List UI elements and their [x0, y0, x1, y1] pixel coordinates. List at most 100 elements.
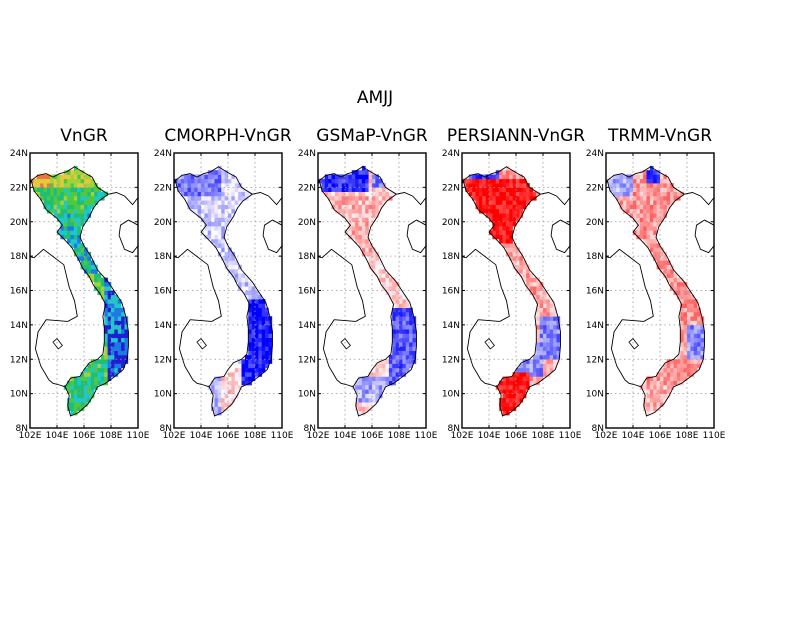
field-cell	[201, 191, 205, 197]
field-cell	[549, 299, 554, 304]
field-cell	[543, 299, 547, 304]
field-cell	[516, 178, 520, 184]
field-cell	[683, 303, 688, 308]
field-cell	[268, 350, 273, 356]
y-tick-label: 14N	[154, 321, 172, 331]
field-cell	[53, 178, 58, 184]
field-cell	[63, 200, 68, 205]
field-cell	[228, 264, 232, 270]
field-cell	[646, 389, 651, 394]
field-cell	[238, 281, 242, 287]
field-cell	[646, 178, 651, 184]
field-cell	[509, 174, 513, 180]
field-cell	[482, 195, 486, 201]
field-cell	[553, 311, 557, 317]
field-cell	[84, 380, 88, 386]
field-cell	[505, 234, 510, 240]
field-cell	[512, 397, 517, 403]
field-cell	[502, 230, 507, 235]
field-cell	[67, 213, 71, 218]
field-cell	[666, 277, 671, 283]
field-cell	[251, 354, 256, 360]
field-cell	[475, 191, 480, 197]
field-cell	[84, 251, 88, 257]
cambodia-coastline	[624, 379, 642, 388]
field-cell	[53, 195, 58, 201]
field-cell	[680, 281, 684, 287]
field-cell	[94, 359, 98, 364]
field-cell	[87, 213, 92, 218]
field-cell	[519, 397, 524, 403]
field-cell	[50, 204, 54, 210]
field-cell	[526, 273, 530, 278]
field-cell	[265, 342, 269, 347]
field-cell	[392, 311, 396, 317]
field-cell	[221, 385, 225, 390]
field-cell	[649, 397, 654, 403]
field-cell	[221, 238, 225, 244]
field-cell	[67, 170, 71, 175]
field-cell	[365, 247, 369, 253]
x-tick-label: 104E	[478, 431, 501, 441]
field-cell	[639, 195, 644, 201]
field-cell	[50, 187, 54, 192]
field-cell	[388, 281, 393, 287]
field-cell	[107, 286, 112, 291]
field-cell	[378, 389, 383, 394]
field-cell	[649, 406, 654, 412]
field-cell	[673, 286, 678, 291]
field-cell	[234, 363, 239, 369]
field-cell	[190, 191, 195, 197]
field-cell	[649, 204, 654, 210]
field-cell	[251, 376, 256, 382]
field-cell	[502, 174, 507, 180]
field-cell	[258, 346, 263, 351]
field-cell	[251, 324, 256, 330]
field-cell	[84, 372, 88, 377]
field-cells	[174, 165, 273, 416]
field-cell	[255, 324, 259, 330]
field-cell	[251, 367, 256, 373]
field-cell	[543, 372, 547, 377]
field-cell	[57, 191, 61, 197]
field-cell	[214, 191, 219, 197]
field-cell	[121, 324, 125, 330]
field-cell	[114, 354, 119, 360]
field-cell	[636, 208, 641, 214]
field-cell	[382, 372, 386, 377]
field-cell	[217, 226, 222, 231]
field-cell	[207, 187, 212, 192]
field-cell	[261, 329, 266, 334]
x-tick-label: 110E	[559, 431, 582, 441]
field-cell	[217, 376, 222, 382]
field-cell	[67, 183, 71, 188]
field-cell	[643, 238, 647, 244]
field-cell	[502, 376, 507, 382]
field-cell	[505, 376, 510, 382]
field-cell	[217, 213, 222, 218]
field-cell	[57, 174, 61, 180]
field-cell	[633, 213, 637, 218]
field-cell	[663, 195, 668, 201]
field-cell	[392, 294, 396, 300]
field-cell	[67, 230, 71, 235]
field-cell	[502, 191, 507, 197]
field-cell	[36, 191, 41, 197]
field-cell	[402, 354, 407, 360]
field-cell	[251, 329, 256, 334]
field-cell	[553, 346, 557, 351]
field-cell	[399, 363, 403, 369]
field-cell	[492, 221, 497, 227]
field-cell	[495, 217, 500, 223]
field-cell	[221, 204, 225, 210]
field-cell	[505, 393, 510, 399]
field-cell	[90, 195, 95, 201]
field-cell	[104, 359, 108, 364]
field-cell	[478, 191, 483, 197]
field-cell	[502, 170, 507, 175]
field-cell	[214, 243, 219, 248]
field-cell	[539, 316, 544, 321]
field-cell	[80, 402, 85, 407]
field-cell	[251, 294, 256, 300]
field-cell	[522, 376, 527, 382]
